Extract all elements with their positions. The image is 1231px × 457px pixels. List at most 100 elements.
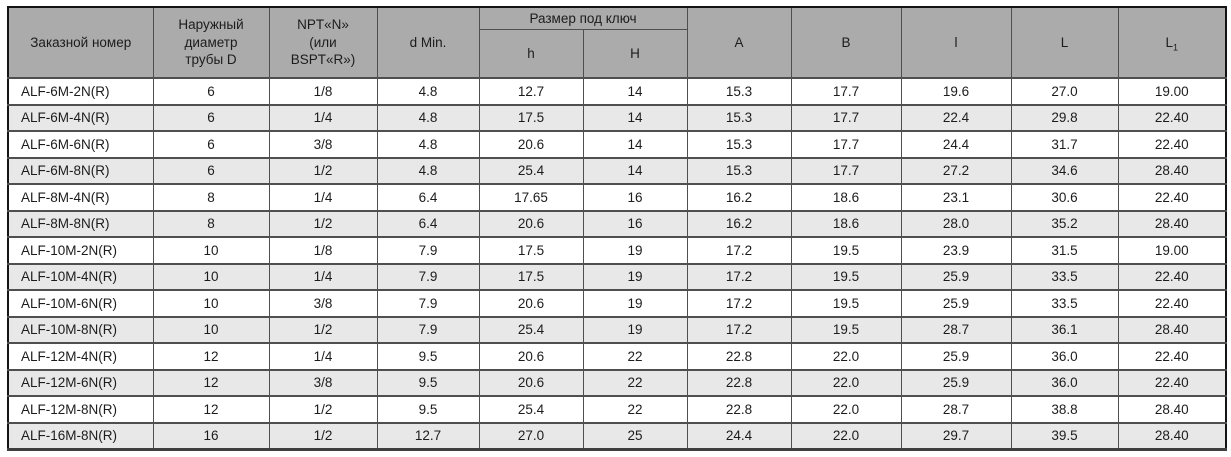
header-l1-subscript: 1 bbox=[1173, 42, 1179, 53]
value-cell: 27.0 bbox=[478, 421, 584, 450]
value-cell: 22.8 bbox=[686, 368, 792, 397]
value-cell: 28.7 bbox=[900, 395, 1012, 423]
value-cell: 1/4 bbox=[268, 262, 378, 291]
value-cell: 12 bbox=[152, 342, 270, 370]
value-cell: 19 bbox=[582, 289, 688, 317]
value-cell: 29.8 bbox=[1010, 103, 1119, 132]
value-cell: 28.0 bbox=[900, 209, 1012, 238]
value-cell: 8 bbox=[152, 183, 270, 211]
order-number-cell: ALF-10M-4N(R) bbox=[7, 262, 154, 291]
value-cell: 19.6 bbox=[900, 77, 1012, 105]
value-cell: 17.2 bbox=[686, 262, 792, 291]
header-l1-base: L bbox=[1165, 35, 1174, 50]
value-cell: 22.40 bbox=[1117, 183, 1227, 211]
table-row: ALF-6M-4N(R) 6 1/4 4.8 17.5 14 15.3 17.7 22.4 29.… bbox=[7, 103, 1227, 132]
value-cell: 22.40 bbox=[1117, 289, 1227, 317]
value-cell: 25.4 bbox=[478, 156, 584, 185]
value-cell: 19 bbox=[582, 262, 688, 291]
value-cell: 3/8 bbox=[268, 368, 378, 397]
value-cell: 28.40 bbox=[1117, 315, 1227, 344]
value-cell: 17.7 bbox=[790, 103, 902, 132]
table-row: ALF-8M-8N(R) 8 1/2 6.4 20.6 16 16.2 18.6 28.0 35.… bbox=[7, 209, 1227, 238]
value-cell: 20.6 bbox=[478, 209, 584, 238]
value-cell: 39.5 bbox=[1010, 421, 1119, 450]
header-l-upper: L bbox=[1010, 6, 1119, 79]
value-cell: 15.3 bbox=[686, 156, 792, 185]
value-cell: 16.2 bbox=[686, 183, 792, 211]
value-cell: 15.3 bbox=[686, 77, 792, 105]
value-cell: 35.2 bbox=[1010, 209, 1119, 238]
table-row: ALF-16M-8N(R) 16 1/2 12.7 27.0 25 24.4 22.0 29.7… bbox=[7, 421, 1227, 450]
value-cell: 15.3 bbox=[686, 130, 792, 158]
header-d-min: d Min. bbox=[376, 6, 480, 79]
fitting-spec-table: Заказной номер Наружный диаметр трубы D … bbox=[7, 6, 1228, 451]
value-cell: 30.6 bbox=[1010, 183, 1119, 211]
table-header: Заказной номер Наружный диаметр трубы D … bbox=[7, 6, 1227, 79]
header-l1: L1 bbox=[1117, 6, 1227, 79]
value-cell: 20.6 bbox=[478, 368, 584, 397]
value-cell: 22.40 bbox=[1117, 342, 1227, 370]
value-cell: 10 bbox=[152, 236, 270, 264]
header-group-row: Заказной номер Наружный диаметр трубы D … bbox=[7, 6, 1227, 79]
value-cell: 7.9 bbox=[376, 262, 480, 291]
value-cell: 19.00 bbox=[1117, 236, 1227, 264]
value-cell: 4.8 bbox=[376, 156, 480, 185]
header-l-lower: l bbox=[900, 6, 1012, 79]
value-cell: 7.9 bbox=[376, 236, 480, 264]
header-a: A bbox=[686, 6, 792, 79]
value-cell: 25.4 bbox=[478, 315, 584, 344]
value-cell: 1/8 bbox=[268, 77, 378, 105]
order-number-cell: ALF-16M-8N(R) bbox=[7, 421, 154, 450]
value-cell: 1/2 bbox=[268, 315, 378, 344]
value-cell: 1/2 bbox=[268, 156, 378, 185]
table-row: ALF-6M-2N(R) 6 1/8 4.8 12.7 14 15.3 17.7 19.6 27.… bbox=[7, 77, 1227, 105]
header-wrench-size-group: Размер под ключ bbox=[478, 6, 688, 30]
value-cell: 12 bbox=[152, 395, 270, 423]
order-number-cell: ALF-8M-8N(R) bbox=[7, 209, 154, 238]
value-cell: 16 bbox=[152, 421, 270, 450]
value-cell: 22.8 bbox=[686, 342, 792, 370]
value-cell: 14 bbox=[582, 103, 688, 132]
value-cell: 22.8 bbox=[686, 395, 792, 423]
value-cell: 10 bbox=[152, 315, 270, 344]
value-cell: 4.8 bbox=[376, 130, 480, 158]
value-cell: 22.0 bbox=[790, 395, 902, 423]
value-cell: 25.9 bbox=[900, 262, 1012, 291]
value-cell: 25.4 bbox=[478, 395, 584, 423]
value-cell: 22.40 bbox=[1117, 262, 1227, 291]
value-cell: 6 bbox=[152, 156, 270, 185]
header-order-number: Заказной номер bbox=[7, 6, 154, 79]
table-row: ALF-12M-8N(R) 12 1/2 9.5 25.4 22 22.8 22.0 28.7 3… bbox=[7, 395, 1227, 423]
header-b: B bbox=[790, 6, 902, 79]
value-cell: 4.8 bbox=[376, 77, 480, 105]
value-cell: 22.40 bbox=[1117, 368, 1227, 397]
value-cell: 28.7 bbox=[900, 315, 1012, 344]
value-cell: 36.0 bbox=[1010, 368, 1119, 397]
table-row: ALF-12M-6N(R) 12 3/8 9.5 20.6 22 22.8 22.0 25.9 3… bbox=[7, 368, 1227, 397]
value-cell: 8 bbox=[152, 209, 270, 238]
value-cell: 20.6 bbox=[478, 289, 584, 317]
value-cell: 38.8 bbox=[1010, 395, 1119, 423]
value-cell: 17.2 bbox=[686, 236, 792, 264]
value-cell: 17.5 bbox=[478, 236, 584, 264]
table-row: ALF-10M-4N(R) 10 1/4 7.9 17.5 19 17.2 19.5 25.9 3… bbox=[7, 262, 1227, 291]
order-number-cell: ALF-10M-8N(R) bbox=[7, 315, 154, 344]
value-cell: 31.5 bbox=[1010, 236, 1119, 264]
value-cell: 18.6 bbox=[790, 183, 902, 211]
table-row: ALF-10M-6N(R) 10 3/8 7.9 20.6 19 17.2 19.5 25.9 3… bbox=[7, 289, 1227, 317]
value-cell: 6 bbox=[152, 103, 270, 132]
value-cell: 19.5 bbox=[790, 289, 902, 317]
order-number-cell: ALF-6M-8N(R) bbox=[7, 156, 154, 185]
order-number-cell: ALF-12M-8N(R) bbox=[7, 395, 154, 423]
value-cell: 20.6 bbox=[478, 130, 584, 158]
value-cell: 31.7 bbox=[1010, 130, 1119, 158]
value-cell: 6.4 bbox=[376, 209, 480, 238]
value-cell: 1/4 bbox=[268, 342, 378, 370]
value-cell: 22.40 bbox=[1117, 103, 1227, 132]
value-cell: 22 bbox=[582, 395, 688, 423]
header-npt-bspt: NPT«N» (или BSPT«R») bbox=[268, 6, 378, 79]
order-number-cell: ALF-8M-4N(R) bbox=[7, 183, 154, 211]
value-cell: 7.9 bbox=[376, 289, 480, 317]
value-cell: 23.9 bbox=[900, 236, 1012, 264]
